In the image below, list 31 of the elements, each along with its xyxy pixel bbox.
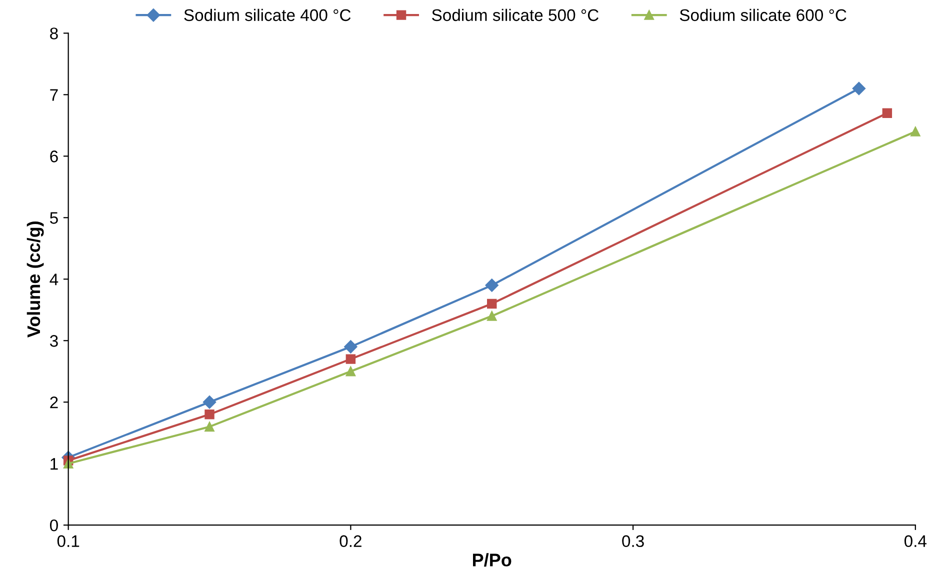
point: [485, 278, 498, 292]
point: [63, 458, 74, 468]
y-tick-label: 5: [50, 212, 58, 224]
point: [852, 82, 866, 96]
point: [344, 340, 358, 354]
point: [346, 366, 356, 376]
y-axis-title: Volume (cc/g): [26, 222, 44, 338]
point: [202, 396, 216, 409]
x-tick-label: 0.2: [340, 535, 362, 548]
x-axis-title: P/Po: [473, 553, 512, 567]
point: [204, 422, 214, 432]
y-tick-label: 8: [50, 28, 58, 40]
point: [882, 108, 892, 118]
legend-label: Sodium silicate 500 °C: [432, 8, 598, 22]
point: [487, 298, 497, 309]
point: [346, 354, 356, 364]
x-tick-label: 0.3: [622, 535, 644, 548]
y-tick-label: 4: [50, 274, 58, 286]
y-tick-label: 7: [50, 89, 58, 101]
y-tick-label: 6: [50, 150, 58, 162]
y-tick-label: 0: [50, 519, 58, 532]
point: [487, 311, 497, 321]
legend-label: Sodium silicate 600 °C: [680, 8, 846, 22]
y-tick-label: 1: [50, 458, 58, 470]
point: [204, 410, 214, 420]
legend-label: Sodium silicate 400 °C: [184, 8, 351, 22]
x-tick-label: 0.1: [57, 535, 80, 548]
y-tick-label: 3: [50, 335, 58, 347]
y-tick-label: 2: [50, 396, 58, 408]
x-tick-label: 0.4: [904, 535, 927, 548]
point: [910, 126, 920, 136]
